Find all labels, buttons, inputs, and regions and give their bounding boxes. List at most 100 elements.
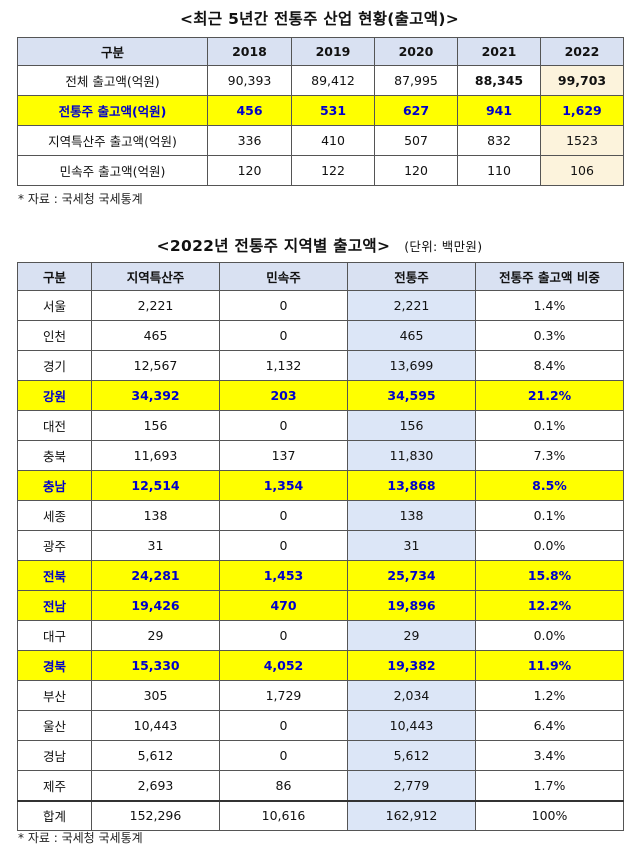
table2-cell: 305 xyxy=(91,680,220,711)
table2-row: 경기 12,567 1,132 13,699 8.4% xyxy=(17,350,624,381)
table2-cell: 11,830 xyxy=(347,440,476,471)
table1-cell: 110 xyxy=(457,155,541,186)
table1-cell: 336 xyxy=(207,125,292,156)
table2-cell: 203 xyxy=(219,380,348,411)
table2-cell: 15.8% xyxy=(475,560,624,591)
table2-source: * 자료 : 국세청 국세통계 xyxy=(18,831,143,845)
table2-cell: 1,453 xyxy=(219,560,348,591)
table1-cell: 90,393 xyxy=(207,65,292,96)
table2-cell: 34,595 xyxy=(347,380,476,411)
table2-row: 세종 138 0 138 0.1% xyxy=(17,500,624,531)
table1-cell: 전체 출고액(억원) xyxy=(17,65,208,96)
table2-unit: (단위: 백만원) xyxy=(404,239,483,254)
table2-cell: 138 xyxy=(91,500,220,531)
table2-title-line: <2022년 전통주 지역별 출고액> (단위: 백만원) xyxy=(0,234,639,256)
table2-row-highlight: 전북 24,281 1,453 25,734 15.8% xyxy=(17,560,624,591)
table2-row-highlight: 전남 19,426 470 19,896 12.2% xyxy=(17,590,624,621)
table2-row: 광주 31 0 31 0.0% xyxy=(17,530,624,561)
table1-cell: 99,703 xyxy=(540,65,624,96)
table1-row: 전체 출고액(억원) 90,393 89,412 87,995 88,345 9… xyxy=(17,65,624,96)
table2-cell: 합계 xyxy=(17,799,92,831)
table2-cell: 29 xyxy=(347,620,476,651)
table2-total-row: 합계 152,296 10,616 162,912 100% xyxy=(17,799,624,831)
table1-cell: 지역특산주 출고액(억원) xyxy=(17,125,208,156)
table1-row: 지역특산주 출고액(억원) 336 410 507 832 1523 xyxy=(17,125,624,156)
table2-cell: 경남 xyxy=(17,740,92,771)
table2-cell: 11,693 xyxy=(91,440,220,471)
table2-header: 지역특산주 xyxy=(91,262,220,291)
table2-cell: 8.5% xyxy=(475,470,624,501)
table2-cell: 12.2% xyxy=(475,590,624,621)
table2-cell: 24,281 xyxy=(91,560,220,591)
table2-title: <2022년 전통주 지역별 출고액> xyxy=(156,237,391,255)
table2-cell: 1,132 xyxy=(219,350,348,381)
table2-cell: 86 xyxy=(219,770,348,801)
table2-cell: 31 xyxy=(347,530,476,561)
table2-cell: 서울 xyxy=(17,290,92,321)
table2-cell: 2,779 xyxy=(347,770,476,801)
table1-cell: 87,995 xyxy=(374,65,458,96)
table2-cell: 0.1% xyxy=(475,500,624,531)
table1-header: 구분 xyxy=(17,37,208,66)
table2-cell: 0.1% xyxy=(475,410,624,441)
table1-cell: 456 xyxy=(207,95,292,126)
table2-cell: 4,052 xyxy=(219,650,348,681)
table2-row-highlight: 강원 34,392 203 34,595 21.2% xyxy=(17,380,624,411)
table2-cell: 19,896 xyxy=(347,590,476,621)
table2-cell: 10,616 xyxy=(219,799,348,831)
table2-header: 전통주 출고액 비중 xyxy=(475,262,624,291)
table2-cell: 0 xyxy=(219,710,348,741)
table2-cell: 0 xyxy=(219,410,348,441)
table2-cell: 12,514 xyxy=(91,470,220,501)
table2-cell: 19,426 xyxy=(91,590,220,621)
table1-cell: 88,345 xyxy=(457,65,541,96)
table1-cell: 507 xyxy=(374,125,458,156)
table2-cell: 12,567 xyxy=(91,350,220,381)
table1-cell: 410 xyxy=(291,125,375,156)
table2-cell: 156 xyxy=(347,410,476,441)
table2-cell: 경기 xyxy=(17,350,92,381)
table2-cell: 7.3% xyxy=(475,440,624,471)
table1-row: 민속주 출고액(억원) 120 122 120 110 106 xyxy=(17,155,624,186)
table2-cell: 465 xyxy=(91,320,220,351)
table2-header-row: 구분 지역특산주 민속주 전통주 전통주 출고액 비중 xyxy=(17,262,624,291)
table2-cell: 15,330 xyxy=(91,650,220,681)
table1-cell: 1523 xyxy=(540,125,624,156)
table2-cell: 25,734 xyxy=(347,560,476,591)
table1-cell: 941 xyxy=(457,95,541,126)
table2-cell: 19,382 xyxy=(347,650,476,681)
table2-cell: 1.4% xyxy=(475,290,624,321)
table2-cell: 0 xyxy=(219,620,348,651)
table2-cell: 5,612 xyxy=(347,740,476,771)
table2-cell: 충북 xyxy=(17,440,92,471)
table1-cell: 89,412 xyxy=(291,65,375,96)
table2-row: 경남 5,612 0 5,612 3.4% xyxy=(17,740,624,771)
table1-cell: 120 xyxy=(374,155,458,186)
table2-row-highlight: 경북 15,330 4,052 19,382 11.9% xyxy=(17,650,624,681)
table1-source: * 자료 : 국세청 국세통계 xyxy=(18,192,143,206)
table2-cell: 1.2% xyxy=(475,680,624,711)
table2-cell: 8.4% xyxy=(475,350,624,381)
table2-cell: 0 xyxy=(219,320,348,351)
table2-cell: 137 xyxy=(219,440,348,471)
table2-cell: 0 xyxy=(219,500,348,531)
table2-header: 구분 xyxy=(17,262,92,291)
table2-cell: 6.4% xyxy=(475,710,624,741)
table2-cell: 0.0% xyxy=(475,620,624,651)
table2-cell: 충남 xyxy=(17,470,92,501)
table2-cell: 1,729 xyxy=(219,680,348,711)
table2-cell: 156 xyxy=(91,410,220,441)
table2-row: 인천 465 0 465 0.3% xyxy=(17,320,624,351)
table1-header-row: 구분 2018 2019 2020 2021 2022 xyxy=(17,37,624,66)
table1-cell: 832 xyxy=(457,125,541,156)
table1-header: 2022 xyxy=(540,37,624,66)
table2-row: 부산 305 1,729 2,034 1.2% xyxy=(17,680,624,711)
table2-header: 전통주 xyxy=(347,262,476,291)
table2-cell: 0.3% xyxy=(475,320,624,351)
table1-cell: 민속주 출고액(억원) xyxy=(17,155,208,186)
table2-cell: 29 xyxy=(91,620,220,651)
table2-cell: 전남 xyxy=(17,590,92,621)
table2-cell: 2,221 xyxy=(347,290,476,321)
table1-cell: 531 xyxy=(291,95,375,126)
table2-header: 민속주 xyxy=(219,262,348,291)
